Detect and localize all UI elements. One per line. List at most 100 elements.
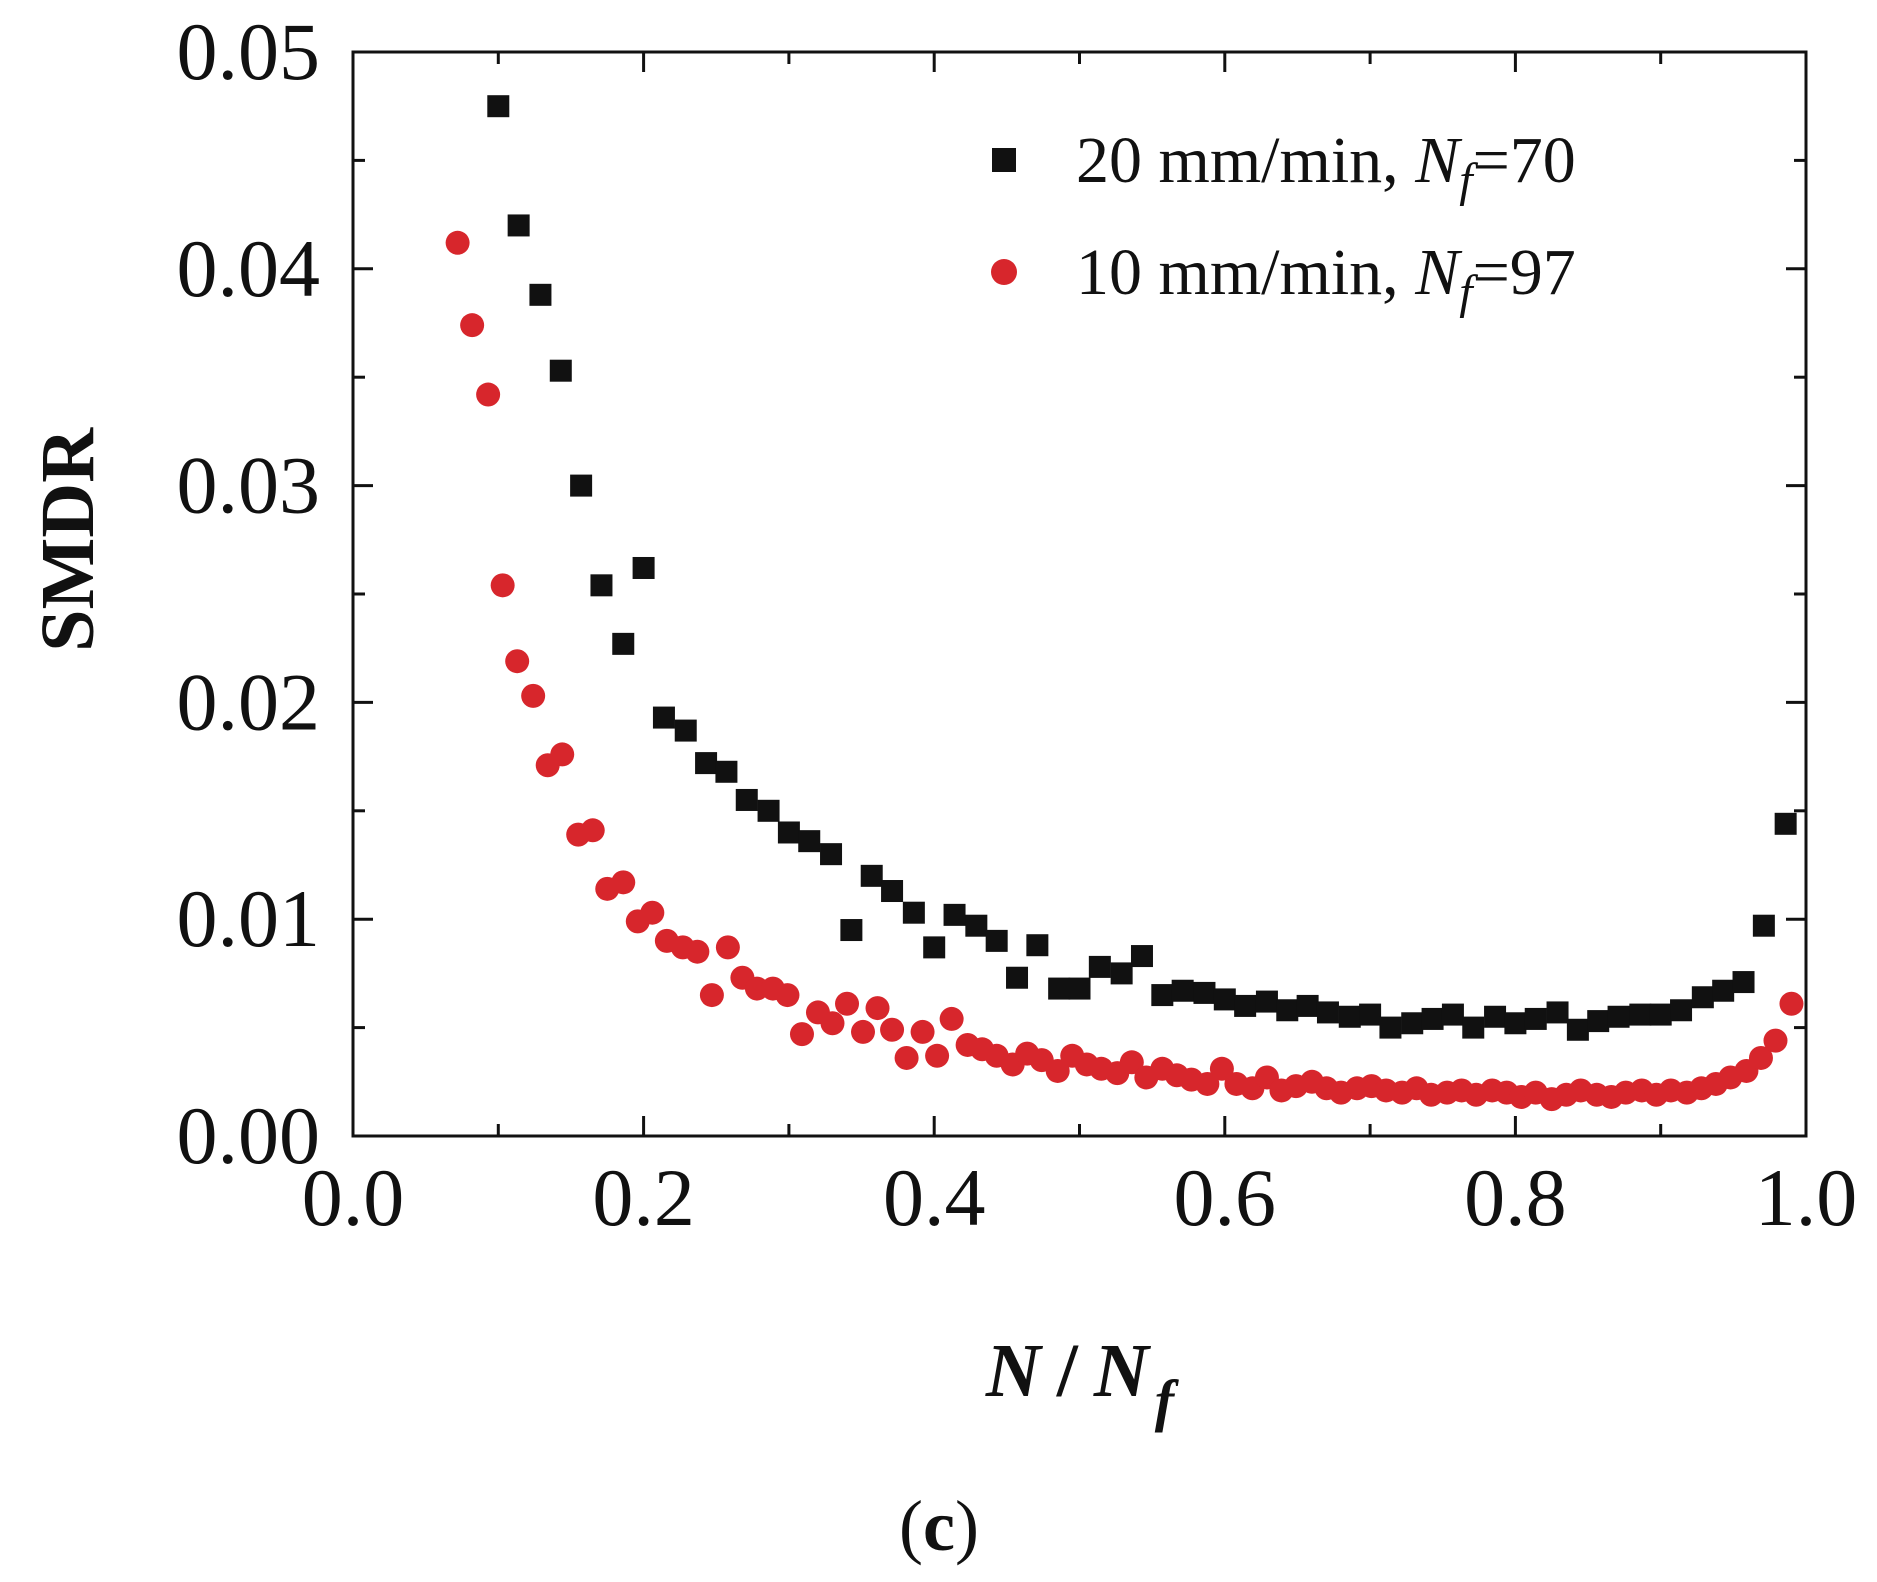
series-0-square-point <box>1649 1003 1672 1026</box>
series-1-circle-point <box>880 1017 905 1042</box>
series-0-square-point <box>1401 1012 1424 1035</box>
legend-suffix: =70 <box>1473 124 1576 197</box>
series-0-square-point <box>487 95 510 118</box>
series-0-square-point <box>757 799 780 822</box>
series-0-square-point <box>1524 1007 1547 1030</box>
series-0-square-point <box>695 752 718 775</box>
x-tick-label: 0.0 <box>302 1152 405 1243</box>
series-0-square-point <box>1068 977 1091 1000</box>
x-tick-label: 0.6 <box>1174 1152 1277 1243</box>
caption-open-paren: ( <box>899 1486 923 1566</box>
series-0-square-point <box>1691 986 1714 1009</box>
series-0-square-point <box>612 632 635 655</box>
series-0-square-point <box>1276 999 1299 1022</box>
series-0-square-point <box>965 914 988 937</box>
series-0-square-point <box>632 556 655 579</box>
x-axis-title-slash: / <box>1056 1329 1079 1413</box>
series-0-square-point <box>507 214 530 237</box>
series-0-square-point <box>1566 1018 1589 1041</box>
series-0-square-point <box>1774 812 1797 835</box>
series-0-square-point <box>1338 1005 1361 1028</box>
legend-variable: N <box>1414 124 1463 197</box>
series-1-circle-point <box>521 683 546 708</box>
x-tick-label: 0.8 <box>1464 1152 1567 1243</box>
series-1-circle-point <box>835 991 860 1016</box>
series-0-square-point <box>1504 1012 1527 1035</box>
series-0-square-point <box>777 821 800 844</box>
points-layer <box>445 95 1804 1112</box>
series-0-square-point <box>1379 1016 1402 1039</box>
series-0-square-point <box>1088 955 1111 978</box>
series-1-circle-point <box>1748 1045 1773 1070</box>
legend-suffix: =97 <box>1473 236 1576 309</box>
series-0-square-point <box>1171 979 1194 1002</box>
series-0-square-point <box>985 929 1008 952</box>
series-0-square-point <box>735 788 758 811</box>
series-0-square-point <box>529 283 552 306</box>
series-1-circle-point <box>476 382 501 407</box>
legend-circle-marker <box>991 259 1017 285</box>
series-0-square-point <box>1193 981 1216 1004</box>
x-axis-title-n: N <box>985 1329 1044 1413</box>
series-0-square-point <box>570 474 593 497</box>
legend-square-marker <box>992 148 1016 172</box>
y-tick-label: 0.05 <box>177 6 321 97</box>
series-0-square-point <box>923 936 946 959</box>
y-tick-label: 0.02 <box>177 656 321 747</box>
series-1-circle-point <box>1045 1058 1070 1083</box>
series-0-square-point <box>1130 945 1153 968</box>
series-1-circle-point <box>865 996 890 1021</box>
series-0-square-point <box>1607 1005 1630 1028</box>
series-0-square-point <box>1006 966 1029 989</box>
y-tick-label: 0.04 <box>177 223 321 314</box>
series-1-circle-point <box>789 1022 814 1047</box>
series-0-square-point <box>590 574 613 597</box>
series-0-square-point <box>1359 1003 1382 1026</box>
series-1-circle-point <box>699 983 724 1008</box>
series-1-circle-point <box>820 1011 845 1036</box>
series-0-square-point <box>820 843 843 866</box>
series-1-circle-point <box>1209 1056 1234 1081</box>
y-tick-label: 0.00 <box>177 1090 321 1181</box>
series-1-circle-point <box>851 1019 876 1044</box>
series-1-circle-point <box>1195 1071 1220 1096</box>
series-0-square-point <box>1316 1001 1339 1024</box>
series-1-circle-point <box>1119 1050 1144 1075</box>
series-1-circle-point <box>910 1019 935 1044</box>
caption-letter: c <box>923 1486 955 1566</box>
x-tick-label: 0.4 <box>883 1152 986 1243</box>
y-tick-label: 0.03 <box>177 440 321 531</box>
series-1-circle-point <box>775 983 800 1008</box>
legend-label: 20 mm/min, Nf=70 <box>1076 124 1576 207</box>
legend-variable: N <box>1414 236 1463 309</box>
series-0-square-point <box>1110 962 1133 985</box>
caption-close-paren: ) <box>955 1486 979 1566</box>
legend: 20 mm/min, Nf=70 10 mm/min, Nf=97 <box>991 124 1576 319</box>
series-1-circle-point <box>1779 991 1804 1016</box>
series-0-square-point <box>652 706 675 729</box>
series-1-circle-point <box>505 649 530 674</box>
series-0-square-point <box>1484 1005 1507 1028</box>
series-0-square-point <box>1255 990 1278 1013</box>
series-0-square-point <box>1296 994 1319 1017</box>
series-0-square-point <box>943 903 966 926</box>
series-0-square-point <box>1732 971 1755 994</box>
y-axis-title: SMDR <box>26 427 110 652</box>
series-0-square-point <box>860 864 883 887</box>
series-1-circle-point <box>1763 1028 1788 1053</box>
series-1-circle-point <box>939 1006 964 1031</box>
labels-layer: 0.0 0.2 0.4 0.6 0.8 1.0 0.00 0.01 0.02 0.03 0.04 0.… <box>26 6 1857 1566</box>
series-0-square-point <box>549 359 572 382</box>
ticks-layer <box>351 50 1808 1138</box>
series-1-circle-point <box>611 870 636 895</box>
series-0-square-point <box>1048 977 1071 1000</box>
x-tick-label: 0.2 <box>592 1152 695 1243</box>
x-tick-label: 1.0 <box>1755 1152 1858 1243</box>
series-1-circle-point <box>445 230 470 255</box>
series-1-circle-point <box>715 935 740 960</box>
y-tick-label: 0.01 <box>177 873 321 964</box>
